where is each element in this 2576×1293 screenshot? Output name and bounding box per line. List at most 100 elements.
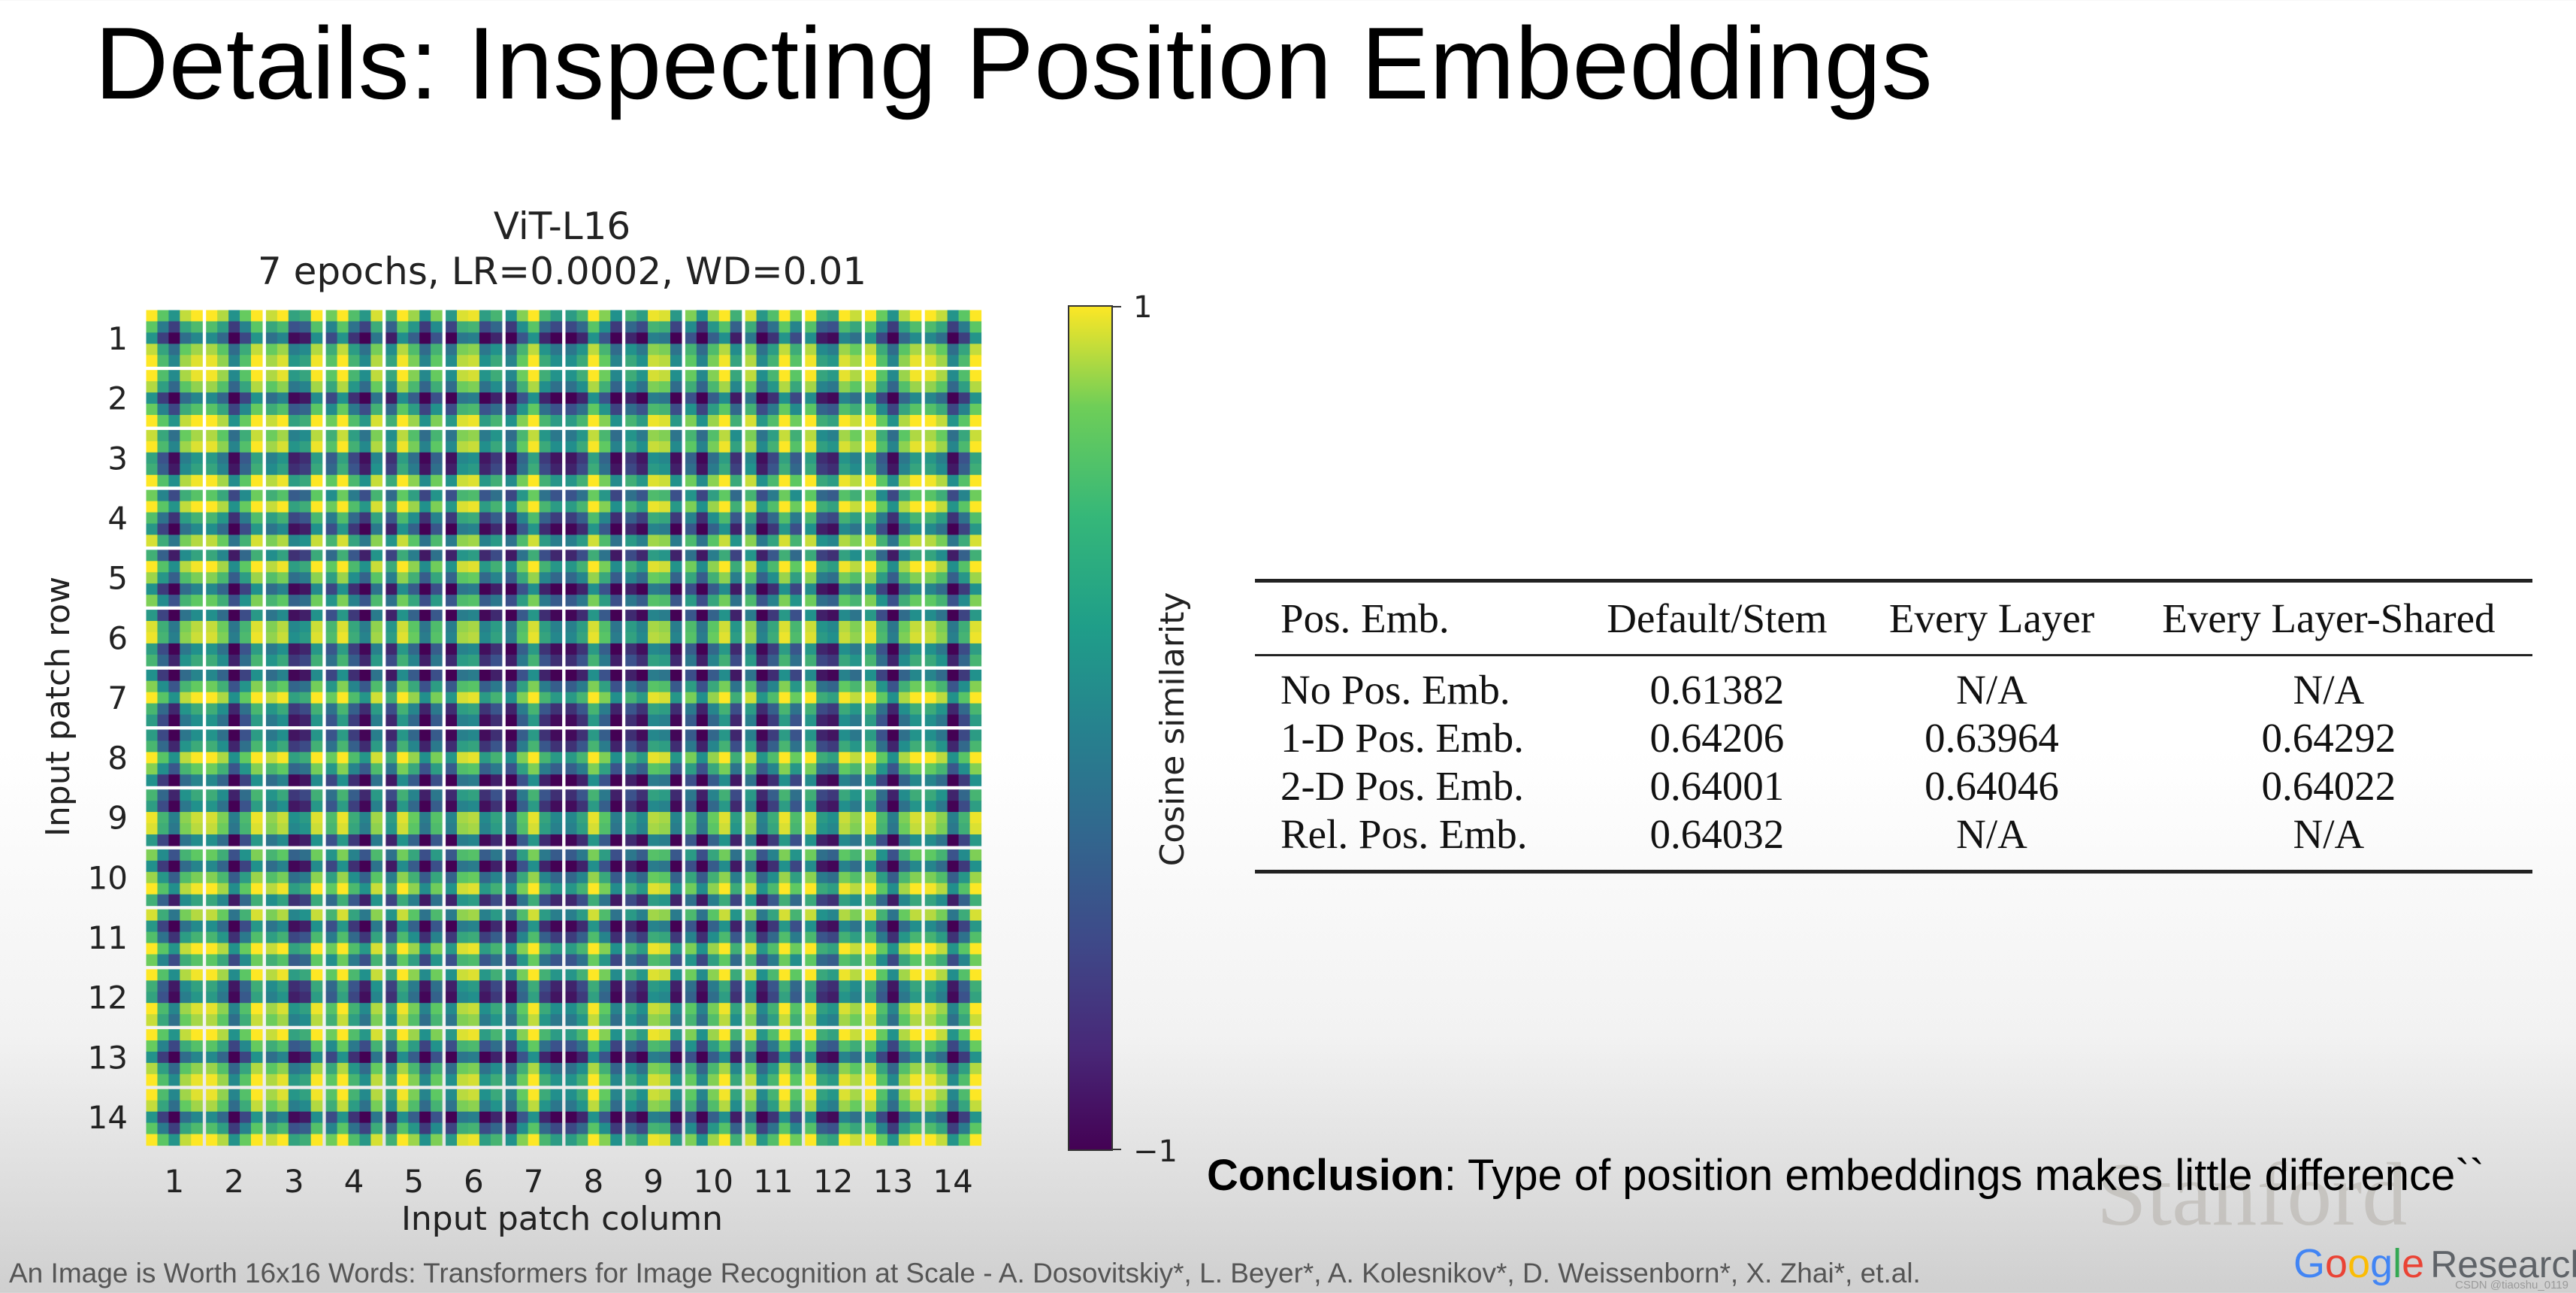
- heatmap-cell-patch: [467, 474, 480, 487]
- heatmap-cell-patch: [745, 1029, 757, 1041]
- heatmap-cell-patch: [359, 355, 372, 367]
- heatmap-cell-patch: [168, 474, 180, 487]
- heatmap-cell-patch: [228, 1122, 240, 1135]
- heatmap-cell-patch: [288, 883, 301, 895]
- heatmap-cell-patch: [648, 1040, 660, 1052]
- heatmap-cell-patch: [850, 332, 862, 344]
- heatmap-cell-patch: [827, 452, 839, 465]
- heatmap-cell-patch: [180, 561, 192, 573]
- heatmap-cell-patch: [446, 404, 458, 416]
- heatmap-cell-patch: [479, 812, 491, 824]
- heatmap-cell-patch: [610, 789, 622, 801]
- heatmap-cell-patch: [610, 550, 622, 562]
- heatmap-cell-patch: [310, 429, 323, 442]
- heatmap-cell-patch: [730, 860, 742, 873]
- heatmap-cell-patch: [588, 740, 600, 752]
- heatmap-cell-patch: [516, 943, 529, 955]
- heatmap-cell-patch: [385, 849, 398, 861]
- heatmap-cell-patch: [490, 370, 503, 382]
- heatmap-cell-patch: [936, 740, 948, 752]
- heatmap-cell-patch: [969, 789, 982, 801]
- heatmap-cell-patch: [816, 429, 828, 442]
- heatmap-cell-patch: [325, 332, 338, 344]
- heatmap-cell-patch: [947, 512, 960, 525]
- heatmap-cell-patch: [431, 392, 443, 404]
- heatmap-cell-patch: [898, 474, 911, 487]
- heatmap-cell-patch: [565, 812, 578, 824]
- heatmap-cell-patch: [299, 860, 312, 873]
- heatmap-cell-patch: [539, 943, 552, 955]
- heatmap-cell-patch: [397, 860, 409, 873]
- heatmap-cell-patch: [408, 1134, 420, 1146]
- heatmap-cell-patch: [636, 1062, 649, 1075]
- heatmap-cell-patch: [576, 310, 588, 322]
- heatmap-cell-patch: [887, 943, 899, 955]
- heatmap-cell-patch: [670, 714, 682, 727]
- heatmap-cell-patch: [947, 561, 960, 573]
- heatmap-cell-patch: [790, 370, 802, 382]
- heatmap-cell-patch: [467, 1003, 480, 1015]
- heatmap-cell-patch: [370, 1062, 382, 1075]
- heatmap-cell-patch: [839, 414, 851, 427]
- heatmap-cell-patch: [718, 572, 731, 584]
- heatmap-cell-patch: [385, 534, 398, 547]
- heatmap-cell-patch: [206, 871, 218, 884]
- heatmap-cell-patch: [370, 980, 382, 992]
- heatmap-cell: [385, 429, 443, 487]
- heatmap-cell-patch: [457, 621, 469, 633]
- heatmap-cell-patch: [876, 355, 888, 367]
- heatmap-cell-patch: [310, 920, 323, 933]
- heatmap-cell-patch: [756, 692, 769, 704]
- heatmap-cell-patch: [217, 992, 229, 1004]
- heatmap-cell-patch: [898, 692, 911, 704]
- heatmap-cell-patch: [277, 631, 289, 644]
- heatmap-cell-patch: [790, 392, 802, 404]
- heatmap-cell-patch: [625, 1111, 637, 1124]
- heatmap-cell-patch: [685, 310, 697, 322]
- heatmap-cell-patch: [467, 909, 480, 922]
- heatmap-cell-patch: [947, 729, 960, 742]
- heatmap-cell-patch: [505, 463, 518, 476]
- heatmap-cell-patch: [325, 931, 338, 944]
- heatmap-cell-patch: [636, 392, 649, 404]
- heatmap-cell-patch: [457, 1062, 469, 1075]
- heatmap-cell-patch: [348, 969, 361, 981]
- heatmap-cell-patch: [816, 1073, 828, 1086]
- heatmap-cell-patch: [457, 692, 469, 704]
- heatmap-cell-patch: [745, 452, 757, 465]
- heatmap-cell-patch: [206, 332, 218, 344]
- heatmap-cell-patch: [947, 931, 960, 944]
- heatmap-cell-patch: [505, 1051, 518, 1064]
- heatmap-cell-patch: [805, 849, 817, 861]
- heatmap-cell-patch: [408, 909, 420, 922]
- heatmap-cell-patch: [718, 1051, 731, 1064]
- heatmap-cell-patch: [419, 310, 431, 322]
- heatmap-cell-patch: [446, 860, 458, 873]
- heatmap-cell-patch: [277, 572, 289, 584]
- heatmap-cell-patch: [505, 894, 518, 907]
- heatmap-cell-patch: [599, 332, 611, 344]
- heatmap-cell-patch: [265, 883, 278, 895]
- heatmap-cell-patch: [467, 860, 480, 873]
- heatmap-cell-patch: [625, 729, 637, 742]
- heatmap-cell-patch: [550, 980, 563, 992]
- heatmap-cell-patch: [550, 943, 563, 955]
- heatmap-cell-patch: [659, 654, 671, 667]
- heatmap-cell: [685, 1089, 742, 1146]
- heatmap-cell-patch: [550, 1111, 563, 1124]
- heatmap-cell-patch: [816, 789, 828, 801]
- heatmap-cell-patch: [767, 595, 780, 607]
- heatmap-cell-patch: [550, 321, 563, 333]
- heatmap-cell-patch: [636, 595, 649, 607]
- heatmap-cell-patch: [528, 1003, 540, 1015]
- heatmap-cell-patch: [876, 561, 888, 573]
- heatmap-cell-patch: [610, 849, 622, 861]
- heatmap-cell-patch: [250, 523, 263, 536]
- heatmap-cell-patch: [539, 1062, 552, 1075]
- heatmap-cell-patch: [265, 834, 278, 846]
- heatmap-cell-patch: [265, 714, 278, 727]
- heatmap-cell-patch: [887, 703, 899, 716]
- heatmap-cell-patch: [348, 550, 361, 562]
- heatmap-cell-patch: [265, 534, 278, 547]
- heatmap-cell-patch: [790, 703, 802, 716]
